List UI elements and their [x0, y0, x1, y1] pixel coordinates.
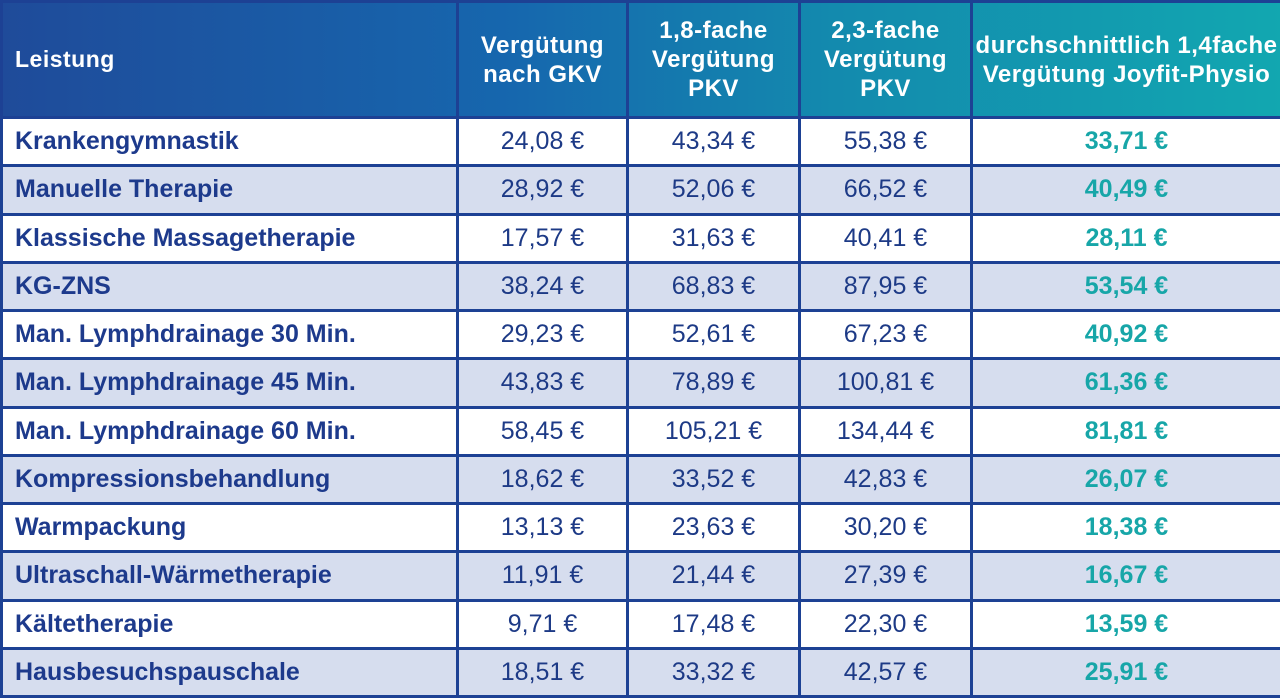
pkv-18-price: 43,34 €	[626, 115, 801, 168]
header-row: Leistung Vergütung nach GKV 1,8-fache Ve…	[0, 0, 1280, 119]
gkv-price: 38,24 €	[456, 260, 629, 313]
pkv-23-price: 66,52 €	[798, 164, 973, 216]
pkv-18-price: 17,48 €	[626, 598, 801, 650]
header-joyfit: durchschnittlich 1,4fache Vergütung Joyf…	[970, 0, 1280, 119]
joyfit-price: 25,91 €	[970, 646, 1280, 698]
pkv-18-price: 31,63 €	[626, 212, 801, 264]
pkv-23-price: 87,95 €	[798, 260, 973, 313]
header-pkv-18: 1,8-fache Vergütung PKV	[626, 0, 801, 119]
joyfit-price: 18,38 €	[970, 501, 1280, 554]
joyfit-price: 81,81 €	[970, 405, 1280, 457]
service-name: Manuelle Therapie	[0, 164, 459, 216]
pkv-23-price: 27,39 €	[798, 550, 973, 602]
table-row: Klassische Massagetherapie 17,57 €31,63 €…	[0, 212, 1280, 264]
table-row: Warmpackung 13,13 €23,63 €30,20 €18,38 €	[0, 501, 1280, 554]
table-row: Manuelle Therapie 28,92 €52,06 €66,52 €40…	[0, 164, 1280, 216]
joyfit-price: 40,92 €	[970, 308, 1280, 361]
gkv-price: 11,91 €	[456, 550, 629, 602]
table-row: Man. Lymphdrainage 60 Min. 58,45 €105,21 …	[0, 405, 1280, 457]
table-row: Kompressionsbehandlung 18,62 €33,52 €42,8…	[0, 453, 1280, 506]
table-row: Krankengymnastik 24,08 €43,34 €55,38 €33,…	[0, 115, 1280, 168]
gkv-price: 24,08 €	[456, 115, 629, 168]
pkv-18-price: 105,21 €	[626, 405, 801, 457]
service-name: Klassische Massagetherapie	[0, 212, 459, 264]
gkv-price: 18,62 €	[456, 453, 629, 506]
joyfit-price: 33,71 €	[970, 115, 1280, 168]
pkv-23-price: 67,23 €	[798, 308, 973, 361]
pkv-23-price: 100,81 €	[798, 357, 973, 409]
joyfit-price: 28,11 €	[970, 212, 1280, 264]
pkv-23-price: 42,83 €	[798, 453, 973, 506]
service-name: Warmpackung	[0, 501, 459, 554]
joyfit-price: 61,36 €	[970, 357, 1280, 409]
pkv-18-price: 21,44 €	[626, 550, 801, 602]
pkv-23-price: 134,44 €	[798, 405, 973, 457]
gkv-price: 18,51 €	[456, 646, 629, 698]
service-name: Kältetherapie	[0, 598, 459, 650]
pkv-23-price: 55,38 €	[798, 115, 973, 168]
service-name: Man. Lymphdrainage 60 Min.	[0, 405, 459, 457]
table-body: Krankengymnastik 24,08 €43,34 €55,38 €33,…	[0, 115, 1280, 698]
service-name: Ultraschall-Wärmetherapie	[0, 550, 459, 602]
pkv-18-price: 33,52 €	[626, 453, 801, 506]
service-name: KG-ZNS	[0, 260, 459, 313]
pkv-18-price: 52,06 €	[626, 164, 801, 216]
pkv-18-price: 68,83 €	[626, 260, 801, 313]
service-name: Kompressionsbehandlung	[0, 453, 459, 506]
gkv-price: 58,45 €	[456, 405, 629, 457]
service-name: Hausbesuchspauschale	[0, 646, 459, 698]
pkv-18-price: 33,32 €	[626, 646, 801, 698]
gkv-price: 29,23 €	[456, 308, 629, 361]
service-name: Krankengymnastik	[0, 115, 459, 168]
pkv-18-price: 23,63 €	[626, 501, 801, 554]
joyfit-price: 53,54 €	[970, 260, 1280, 313]
table-row: Hausbesuchspauschale 18,51 €33,32 €42,57 …	[0, 646, 1280, 698]
header-leistung: Leistung	[0, 0, 459, 119]
table-row: Ultraschall-Wärmetherapie 11,91 €21,44 €2…	[0, 550, 1280, 602]
pkv-18-price: 52,61 €	[626, 308, 801, 361]
gkv-price: 17,57 €	[456, 212, 629, 264]
pkv-23-price: 40,41 €	[798, 212, 973, 264]
joyfit-price: 16,67 €	[970, 550, 1280, 602]
pkv-18-price: 78,89 €	[626, 357, 801, 409]
gkv-price: 28,92 €	[456, 164, 629, 216]
gkv-price: 9,71 €	[456, 598, 629, 650]
table-header: Leistung Vergütung nach GKV 1,8-fache Ve…	[0, 0, 1280, 119]
header-pkv-23: 2,3-fache Vergütung PKV	[798, 0, 973, 119]
gkv-price: 13,13 €	[456, 501, 629, 554]
joyfit-price: 13,59 €	[970, 598, 1280, 650]
table-row: Man. Lymphdrainage 30 Min. 29,23 €52,61 €…	[0, 308, 1280, 361]
table-row: KG-ZNS 38,24 €68,83 €87,95 €53,54 €	[0, 260, 1280, 313]
service-name: Man. Lymphdrainage 45 Min.	[0, 357, 459, 409]
gkv-price: 43,83 €	[456, 357, 629, 409]
table-row: Kältetherapie 9,71 €17,48 €22,30 €13,59 €	[0, 598, 1280, 650]
pkv-23-price: 30,20 €	[798, 501, 973, 554]
joyfit-price: 26,07 €	[970, 453, 1280, 506]
joyfit-price: 40,49 €	[970, 164, 1280, 216]
pkv-23-price: 22,30 €	[798, 598, 973, 650]
pkv-23-price: 42,57 €	[798, 646, 973, 698]
header-gkv: Vergütung nach GKV	[456, 0, 629, 119]
table-row: Man. Lymphdrainage 45 Min. 43,83 €78,89 €…	[0, 357, 1280, 409]
service-name: Man. Lymphdrainage 30 Min.	[0, 308, 459, 361]
